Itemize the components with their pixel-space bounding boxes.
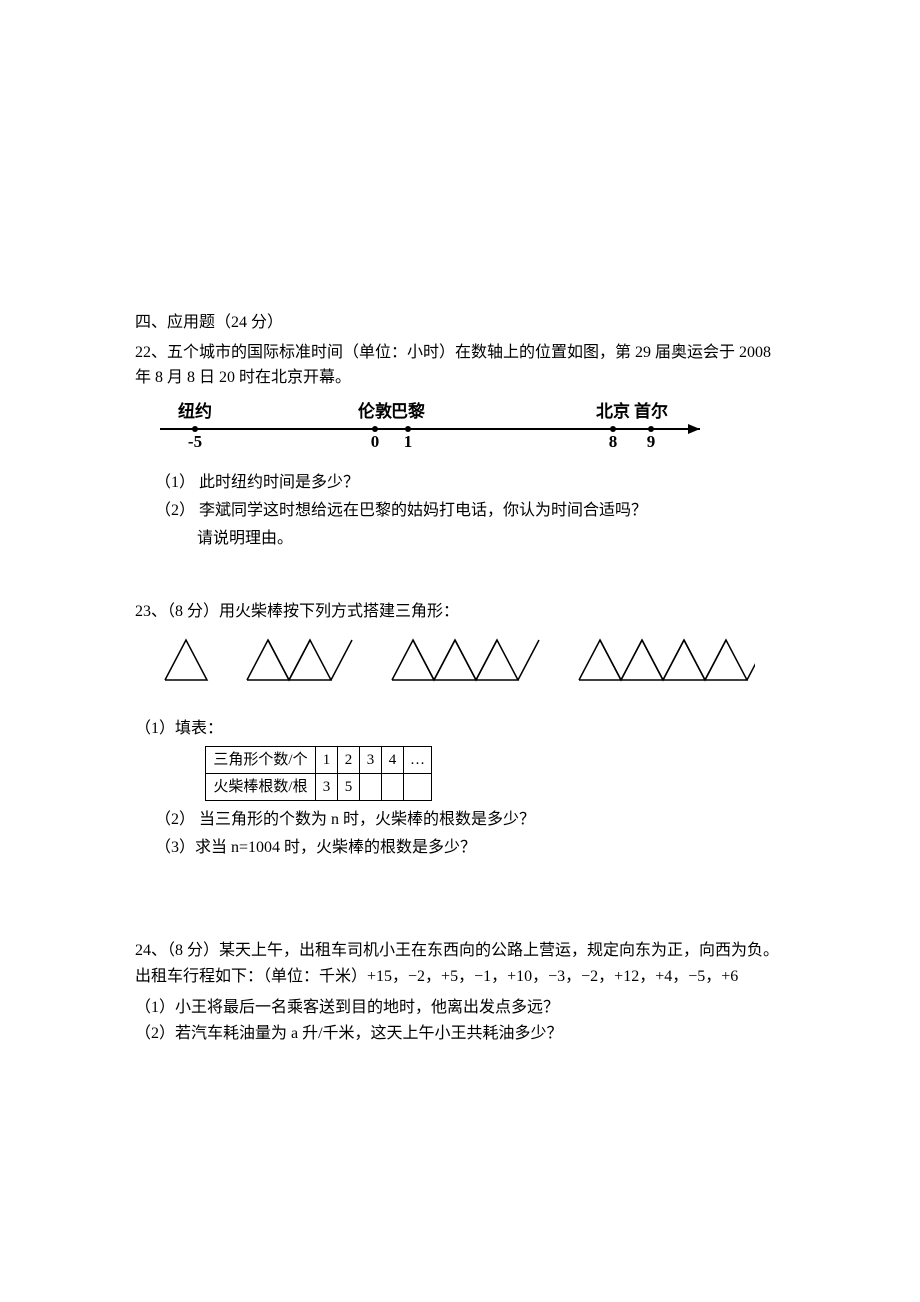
svg-text:8: 8 <box>609 432 618 451</box>
cell: 3 <box>360 746 382 773</box>
cell: 5 <box>338 773 360 800</box>
number-line-svg: 纽约 -5 伦敦 0 巴黎 1 北京 8 首尔 9 <box>145 399 705 454</box>
svg-text:伦敦: 伦敦 <box>358 401 393 421</box>
matches-table: 三角形个数/个 1 2 3 4 … 火柴棒根数/根 3 5 <box>205 746 432 801</box>
problem-23-text: 23、（8 分）用火柴棒按下列方式搭建三角形： <box>135 599 785 625</box>
svg-text:巴黎: 巴黎 <box>391 401 425 421</box>
svg-text:-5: -5 <box>188 432 202 451</box>
cell: … <box>404 746 432 773</box>
svg-text:1: 1 <box>404 432 413 451</box>
cell: 3 <box>316 773 338 800</box>
cell <box>404 773 432 800</box>
problem-22-q1: （1） 此时纽约时间是多少？ <box>135 470 785 496</box>
table-row: 三角形个数/个 1 2 3 4 … <box>206 746 432 773</box>
problem-22-q2b: 请说明理由。 <box>135 526 785 552</box>
triangles-svg <box>155 635 755 690</box>
triangle-figures <box>155 635 785 699</box>
table-row: 火柴棒根数/根 3 5 <box>206 773 432 800</box>
problem-24: 24、（8 分）某天上午，出租车司机小王在东西向的公路上营运，规定向东为正，向西… <box>135 938 785 1046</box>
cell <box>382 773 404 800</box>
svg-text:北京: 北京 <box>596 401 630 421</box>
problem-22-q2: （2） 李斌同学这时想给远在巴黎的姑妈打电话，你认为时间合适吗？ <box>135 498 785 524</box>
cell: 1 <box>316 746 338 773</box>
problem-23: 23、（8 分）用火柴棒按下列方式搭建三角形： （1）填表： 三角形个数/个 1… <box>135 599 785 860</box>
problem-24-text: 24、（8 分）某天上午，出租车司机小王在东西向的公路上营运，规定向东为正，向西… <box>135 938 785 989</box>
section-title: 四、应用题（24 分） <box>135 310 785 336</box>
problem-24-q2: （2）若汽车耗油量为 a 升/千米，这天上午小王共耗油多少？ <box>135 1021 785 1047</box>
problem-22-text: 22、五个城市的国际标准时间（单位：小时）在数轴上的位置如图，第 29 届奥运会… <box>135 340 785 391</box>
svg-text:9: 9 <box>647 432 656 451</box>
svg-text:0: 0 <box>371 432 380 451</box>
problem-22: 22、五个城市的国际标准时间（单位：小时）在数轴上的位置如图，第 29 届奥运会… <box>135 340 785 552</box>
cell: 4 <box>382 746 404 773</box>
svg-text:纽约: 纽约 <box>178 401 212 421</box>
row2-label: 火柴棒根数/根 <box>206 773 316 800</box>
problem-23-q2: （2） 当三角形的个数为 n 时，火柴棒的根数是多少？ <box>135 807 785 833</box>
number-line-figure: 纽约 -5 伦敦 0 巴黎 1 北京 8 首尔 9 <box>145 399 785 463</box>
row1-label: 三角形个数/个 <box>206 746 316 773</box>
problem-24-q1: （1）小王将最后一名乘客送到目的地时，他离出发点多远？ <box>135 995 785 1021</box>
cell: 2 <box>338 746 360 773</box>
problem-23-q3: （3）求当 n=1004 时，火柴棒的根数是多少？ <box>135 835 785 861</box>
cell <box>360 773 382 800</box>
problem-23-q1: （1）填表： <box>135 716 785 742</box>
svg-text:首尔: 首尔 <box>634 401 668 421</box>
